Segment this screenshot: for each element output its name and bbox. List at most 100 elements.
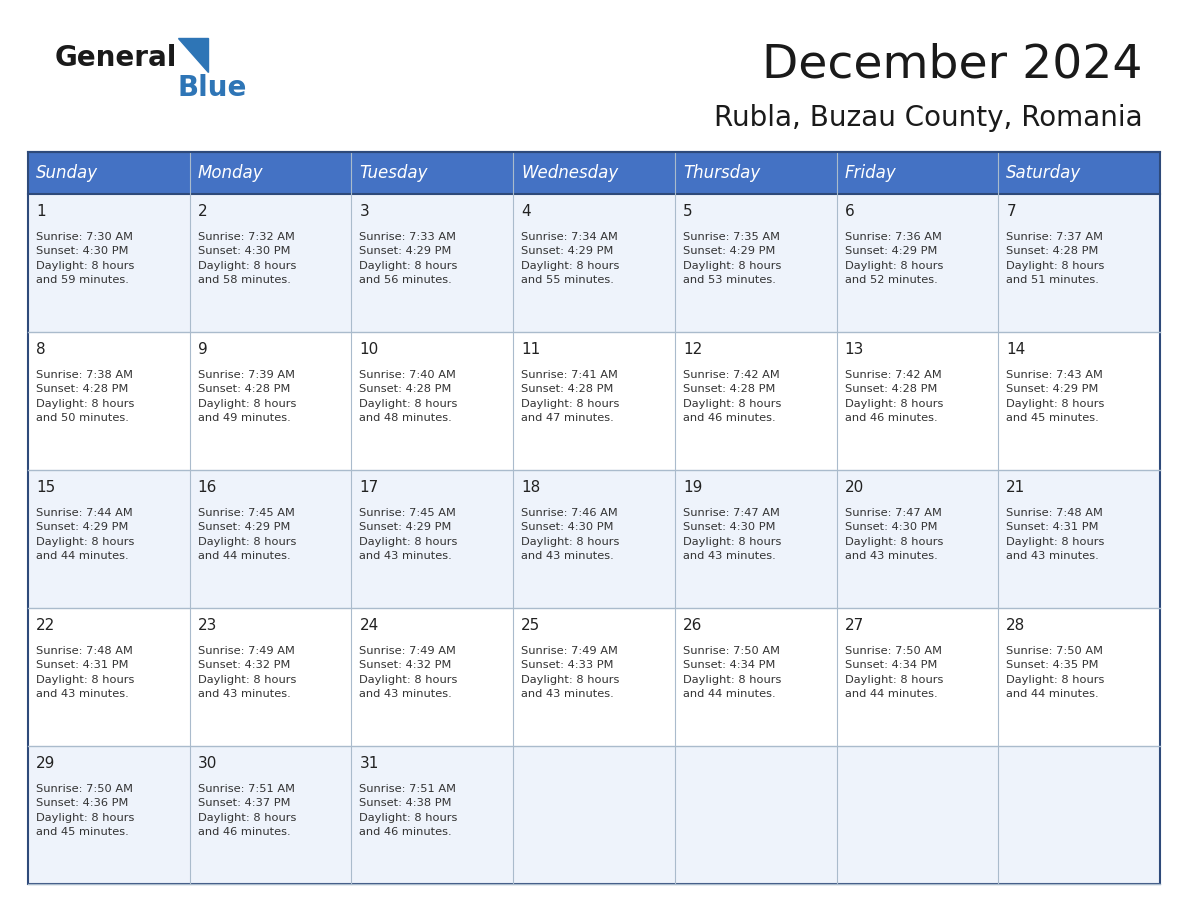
Text: Sunrise: 7:45 AM
Sunset: 4:29 PM
Daylight: 8 hours
and 44 minutes.: Sunrise: 7:45 AM Sunset: 4:29 PM Dayligh… [197, 508, 296, 561]
Text: Sunrise: 7:38 AM
Sunset: 4:28 PM
Daylight: 8 hours
and 50 minutes.: Sunrise: 7:38 AM Sunset: 4:28 PM Dayligh… [36, 370, 134, 423]
Text: 26: 26 [683, 619, 702, 633]
Bar [836, 470, 998, 608]
Bar [675, 152, 836, 194]
Text: Sunrise: 7:50 AM
Sunset: 4:35 PM
Daylight: 8 hours
and 44 minutes.: Sunrise: 7:50 AM Sunset: 4:35 PM Dayligh… [1006, 646, 1105, 700]
Bar [998, 332, 1159, 470]
Bar [29, 152, 1159, 884]
Text: 25: 25 [522, 619, 541, 633]
Text: Sunday: Sunday [36, 164, 99, 182]
Bar [29, 194, 190, 332]
Bar [29, 332, 190, 470]
Text: December 2024: December 2024 [763, 42, 1143, 87]
Bar [998, 470, 1159, 608]
Text: 11: 11 [522, 342, 541, 357]
Bar [513, 194, 675, 332]
Bar [675, 332, 836, 470]
Text: Sunrise: 7:34 AM
Sunset: 4:29 PM
Daylight: 8 hours
and 55 minutes.: Sunrise: 7:34 AM Sunset: 4:29 PM Dayligh… [522, 232, 619, 285]
Text: 22: 22 [36, 619, 56, 633]
Text: Sunrise: 7:39 AM
Sunset: 4:28 PM
Daylight: 8 hours
and 49 minutes.: Sunrise: 7:39 AM Sunset: 4:28 PM Dayligh… [197, 370, 296, 423]
Text: Sunrise: 7:44 AM
Sunset: 4:29 PM
Daylight: 8 hours
and 44 minutes.: Sunrise: 7:44 AM Sunset: 4:29 PM Dayligh… [36, 508, 134, 561]
Text: Sunrise: 7:50 AM
Sunset: 4:36 PM
Daylight: 8 hours
and 45 minutes.: Sunrise: 7:50 AM Sunset: 4:36 PM Dayligh… [36, 784, 134, 837]
Bar [352, 470, 513, 608]
Bar [352, 152, 513, 194]
Text: Sunrise: 7:40 AM
Sunset: 4:28 PM
Daylight: 8 hours
and 48 minutes.: Sunrise: 7:40 AM Sunset: 4:28 PM Dayligh… [360, 370, 457, 423]
Bar [836, 194, 998, 332]
Text: Sunrise: 7:47 AM
Sunset: 4:30 PM
Daylight: 8 hours
and 43 minutes.: Sunrise: 7:47 AM Sunset: 4:30 PM Dayligh… [683, 508, 782, 561]
Bar [190, 470, 352, 608]
Bar [352, 194, 513, 332]
Bar [513, 746, 675, 884]
Bar [190, 152, 352, 194]
Text: Wednesday: Wednesday [522, 164, 619, 182]
Text: Monday: Monday [197, 164, 264, 182]
Text: Sunrise: 7:42 AM
Sunset: 4:28 PM
Daylight: 8 hours
and 46 minutes.: Sunrise: 7:42 AM Sunset: 4:28 PM Dayligh… [683, 370, 782, 423]
Bar [352, 746, 513, 884]
Bar [190, 608, 352, 746]
Text: 31: 31 [360, 756, 379, 771]
Text: Sunrise: 7:51 AM
Sunset: 4:37 PM
Daylight: 8 hours
and 46 minutes.: Sunrise: 7:51 AM Sunset: 4:37 PM Dayligh… [197, 784, 296, 837]
Bar [836, 608, 998, 746]
Bar [836, 746, 998, 884]
Bar [836, 332, 998, 470]
Bar [675, 746, 836, 884]
Bar [29, 746, 190, 884]
Text: 1: 1 [36, 205, 45, 219]
Text: 27: 27 [845, 619, 864, 633]
Text: 19: 19 [683, 480, 702, 496]
Text: Sunrise: 7:50 AM
Sunset: 4:34 PM
Daylight: 8 hours
and 44 minutes.: Sunrise: 7:50 AM Sunset: 4:34 PM Dayligh… [845, 646, 943, 700]
Text: 18: 18 [522, 480, 541, 496]
Text: 4: 4 [522, 205, 531, 219]
Text: 8: 8 [36, 342, 45, 357]
Text: Sunrise: 7:45 AM
Sunset: 4:29 PM
Daylight: 8 hours
and 43 minutes.: Sunrise: 7:45 AM Sunset: 4:29 PM Dayligh… [360, 508, 457, 561]
Text: Sunrise: 7:46 AM
Sunset: 4:30 PM
Daylight: 8 hours
and 43 minutes.: Sunrise: 7:46 AM Sunset: 4:30 PM Dayligh… [522, 508, 619, 561]
Text: 12: 12 [683, 342, 702, 357]
Bar [998, 152, 1159, 194]
Bar [675, 470, 836, 608]
Bar [190, 746, 352, 884]
Bar [675, 194, 836, 332]
Text: 6: 6 [845, 205, 854, 219]
Text: 5: 5 [683, 205, 693, 219]
Bar [513, 152, 675, 194]
Text: Sunrise: 7:30 AM
Sunset: 4:30 PM
Daylight: 8 hours
and 59 minutes.: Sunrise: 7:30 AM Sunset: 4:30 PM Dayligh… [36, 232, 134, 285]
Text: 3: 3 [360, 205, 369, 219]
Text: 7: 7 [1006, 205, 1016, 219]
Text: Friday: Friday [845, 164, 896, 182]
Bar [998, 608, 1159, 746]
Text: Sunrise: 7:49 AM
Sunset: 4:32 PM
Daylight: 8 hours
and 43 minutes.: Sunrise: 7:49 AM Sunset: 4:32 PM Dayligh… [360, 646, 457, 700]
Text: General: General [55, 44, 177, 72]
Text: 15: 15 [36, 480, 56, 496]
Bar [29, 608, 190, 746]
Bar [352, 332, 513, 470]
Text: Sunrise: 7:33 AM
Sunset: 4:29 PM
Daylight: 8 hours
and 56 minutes.: Sunrise: 7:33 AM Sunset: 4:29 PM Dayligh… [360, 232, 457, 285]
Bar [836, 152, 998, 194]
Text: Sunrise: 7:50 AM
Sunset: 4:34 PM
Daylight: 8 hours
and 44 minutes.: Sunrise: 7:50 AM Sunset: 4:34 PM Dayligh… [683, 646, 782, 700]
Text: Sunrise: 7:36 AM
Sunset: 4:29 PM
Daylight: 8 hours
and 52 minutes.: Sunrise: 7:36 AM Sunset: 4:29 PM Dayligh… [845, 232, 943, 285]
Text: 9: 9 [197, 342, 208, 357]
Bar [513, 470, 675, 608]
Bar [513, 608, 675, 746]
Bar [190, 194, 352, 332]
Bar [29, 152, 190, 194]
Text: 24: 24 [360, 619, 379, 633]
Text: Sunrise: 7:47 AM
Sunset: 4:30 PM
Daylight: 8 hours
and 43 minutes.: Sunrise: 7:47 AM Sunset: 4:30 PM Dayligh… [845, 508, 943, 561]
Bar [998, 746, 1159, 884]
Text: Sunrise: 7:51 AM
Sunset: 4:38 PM
Daylight: 8 hours
and 46 minutes.: Sunrise: 7:51 AM Sunset: 4:38 PM Dayligh… [360, 784, 457, 837]
Text: 10: 10 [360, 342, 379, 357]
Text: Sunrise: 7:41 AM
Sunset: 4:28 PM
Daylight: 8 hours
and 47 minutes.: Sunrise: 7:41 AM Sunset: 4:28 PM Dayligh… [522, 370, 619, 423]
Text: Saturday: Saturday [1006, 164, 1081, 182]
Bar [675, 608, 836, 746]
Bar [352, 608, 513, 746]
Text: Sunrise: 7:48 AM
Sunset: 4:31 PM
Daylight: 8 hours
and 43 minutes.: Sunrise: 7:48 AM Sunset: 4:31 PM Dayligh… [1006, 508, 1105, 561]
Polygon shape [178, 38, 208, 72]
Text: Sunrise: 7:49 AM
Sunset: 4:33 PM
Daylight: 8 hours
and 43 minutes.: Sunrise: 7:49 AM Sunset: 4:33 PM Dayligh… [522, 646, 619, 700]
Text: Sunrise: 7:37 AM
Sunset: 4:28 PM
Daylight: 8 hours
and 51 minutes.: Sunrise: 7:37 AM Sunset: 4:28 PM Dayligh… [1006, 232, 1105, 285]
Text: 23: 23 [197, 619, 217, 633]
Text: Sunrise: 7:49 AM
Sunset: 4:32 PM
Daylight: 8 hours
and 43 minutes.: Sunrise: 7:49 AM Sunset: 4:32 PM Dayligh… [197, 646, 296, 700]
Bar [513, 332, 675, 470]
Text: Blue: Blue [178, 74, 247, 102]
Bar [190, 332, 352, 470]
Text: 2: 2 [197, 205, 208, 219]
Bar [29, 470, 190, 608]
Text: 29: 29 [36, 756, 56, 771]
